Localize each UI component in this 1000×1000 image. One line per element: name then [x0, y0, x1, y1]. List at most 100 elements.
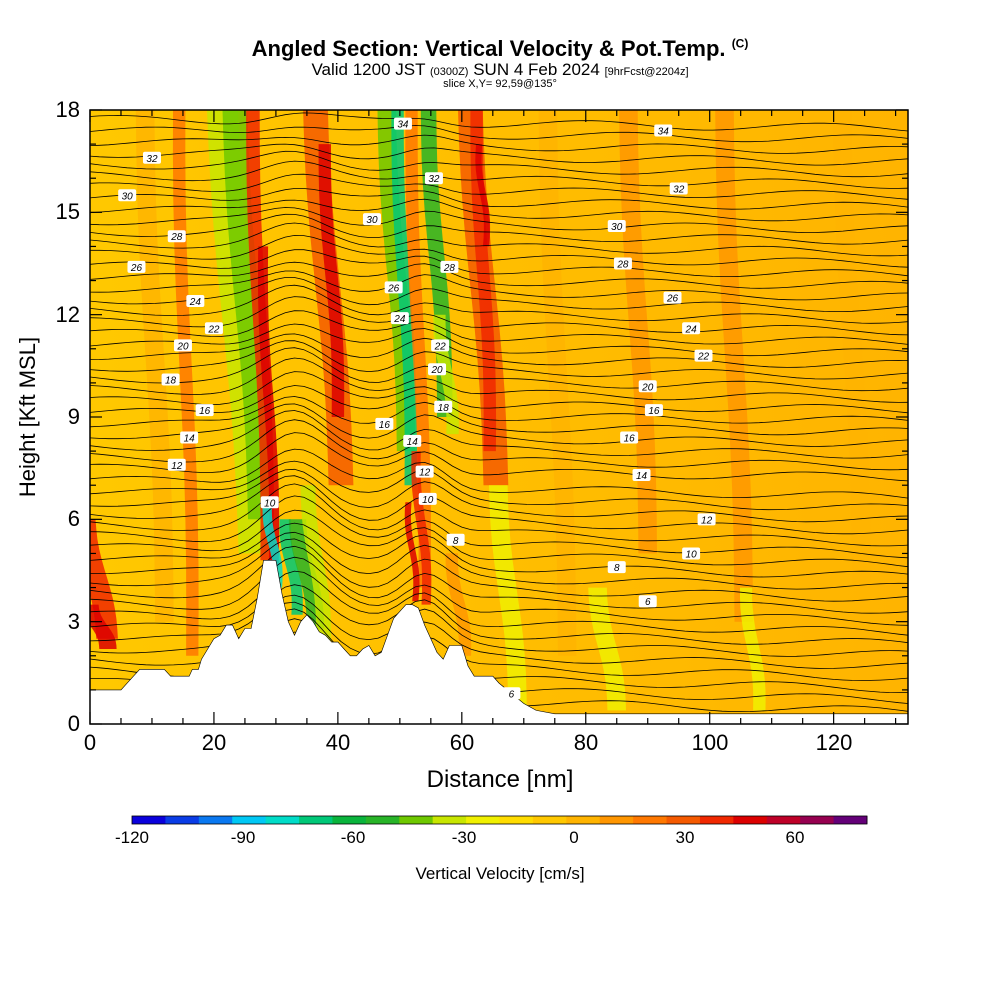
contour-label: 32 [669, 182, 688, 195]
velocity-streak [740, 587, 766, 711]
contour-label-bg [697, 513, 716, 526]
contour-label-text: 26 [130, 263, 143, 274]
contour-label-bg [415, 465, 434, 478]
contour-label-text: 6 [645, 597, 651, 608]
contour-label-text: 20 [641, 382, 654, 393]
colorbar-swatch [633, 816, 668, 824]
colorbar-label: Vertical Velocity [cm/s] [415, 864, 585, 883]
colorbar-tick-label: 30 [675, 828, 695, 847]
colorbar-swatch [466, 816, 500, 824]
contour-label: 12 [415, 465, 434, 479]
colorbar-swatch [198, 816, 233, 824]
contour-label-bg [186, 295, 205, 308]
contour-label: 22 [694, 349, 713, 363]
contour-label: 22 [431, 339, 450, 352]
theta-contour [90, 396, 908, 436]
x-axis-label: Distance [nm] [426, 766, 574, 793]
contour-label-text: 32 [673, 184, 685, 195]
theta-contour [90, 270, 908, 301]
contour-label: 28 [167, 230, 186, 243]
contour-label-text: 14 [407, 437, 419, 448]
theta-contour [90, 495, 908, 559]
contour-label-text: 30 [366, 215, 378, 226]
contour-label-text: 24 [189, 297, 202, 308]
contour-label-bg [180, 431, 199, 444]
contour-label: 30 [362, 213, 381, 226]
contour-label-bg [173, 339, 192, 352]
colorbar-swatch [399, 816, 434, 824]
theta-contour [90, 198, 908, 222]
theta-contour [90, 150, 908, 178]
contour-label-bg [142, 151, 161, 164]
theta-contour [90, 545, 908, 614]
y-tick-label: 12 [55, 301, 80, 327]
contour-label-bg [167, 230, 186, 243]
contour-label-text: 20 [430, 365, 443, 376]
contour-label-text: 16 [624, 433, 636, 444]
theta-contour [90, 448, 908, 499]
colorbar-swatch [299, 816, 333, 824]
theta-contour [90, 432, 908, 482]
contour-label-bg [384, 281, 403, 294]
contour-label-bg [393, 117, 412, 130]
theta-contour [90, 222, 908, 257]
contour-label: 16 [644, 404, 663, 417]
contour-label-bg [638, 380, 657, 393]
colorbar-swatch [232, 816, 267, 824]
theta-contour [90, 323, 908, 357]
contour-label-bg [424, 172, 443, 185]
contour-label: 34 [654, 124, 673, 137]
x-tick-label: 80 [573, 730, 599, 755]
theta-contour [90, 570, 908, 636]
contour-label-bg [431, 339, 450, 352]
contour-label: 28 [613, 257, 632, 271]
velocity-streak [300, 485, 332, 643]
colorbar-swatch [599, 816, 634, 824]
contour-label: 26 [663, 291, 682, 305]
contour-label-text: 28 [616, 260, 629, 271]
contour-label: 12 [167, 458, 186, 472]
velocity-streak [135, 110, 174, 622]
velocity-streak [489, 485, 527, 711]
contour-label-text: 24 [685, 324, 698, 335]
colorbar-frame [131, 815, 868, 825]
contour-label-text: 14 [184, 433, 196, 444]
theta-contour [90, 468, 908, 523]
theta-contour [90, 112, 908, 132]
contour-label: 20 [638, 380, 657, 393]
x-tick-label: 40 [325, 730, 351, 755]
theta-contour [90, 284, 908, 324]
velocity-streak [445, 553, 472, 656]
contour-label-text: 10 [264, 498, 276, 509]
colorbar-tick-label: -120 [114, 828, 150, 847]
colorbar-tick-label: 0 [569, 828, 579, 847]
colorbar-tick-label: 60 [785, 828, 805, 847]
contour-label: 12 [697, 513, 716, 526]
contour-label-bg [632, 468, 651, 481]
theta-contour [90, 277, 908, 313]
theta-contours [90, 112, 908, 712]
contour-label: 30 [118, 189, 137, 202]
theta-contour [90, 483, 908, 547]
theta-contour [90, 207, 908, 233]
contour-label: 14 [632, 468, 651, 482]
contour-label-text: 16 [199, 406, 211, 417]
contour-label-bg [418, 492, 437, 505]
colorbar-tick-label: -30 [451, 828, 477, 847]
colorbar-tick-label: -60 [340, 828, 366, 847]
colorbar-swatch [532, 816, 567, 824]
contour-label-bg [204, 322, 223, 335]
y-tick-label: 15 [55, 199, 80, 225]
theta-contour [90, 173, 908, 200]
contour-label: 20 [428, 363, 447, 376]
contour-label-text: 24 [393, 314, 406, 325]
contour-label-bg [669, 182, 688, 195]
contour-label: 24 [682, 322, 701, 335]
velocity-streak [257, 246, 280, 568]
velocity-streak [279, 519, 303, 615]
velocity-streak [172, 110, 199, 656]
velocity-streak [391, 110, 417, 486]
colorbar-swatch [733, 816, 768, 824]
colorbar-swatch [365, 816, 400, 824]
